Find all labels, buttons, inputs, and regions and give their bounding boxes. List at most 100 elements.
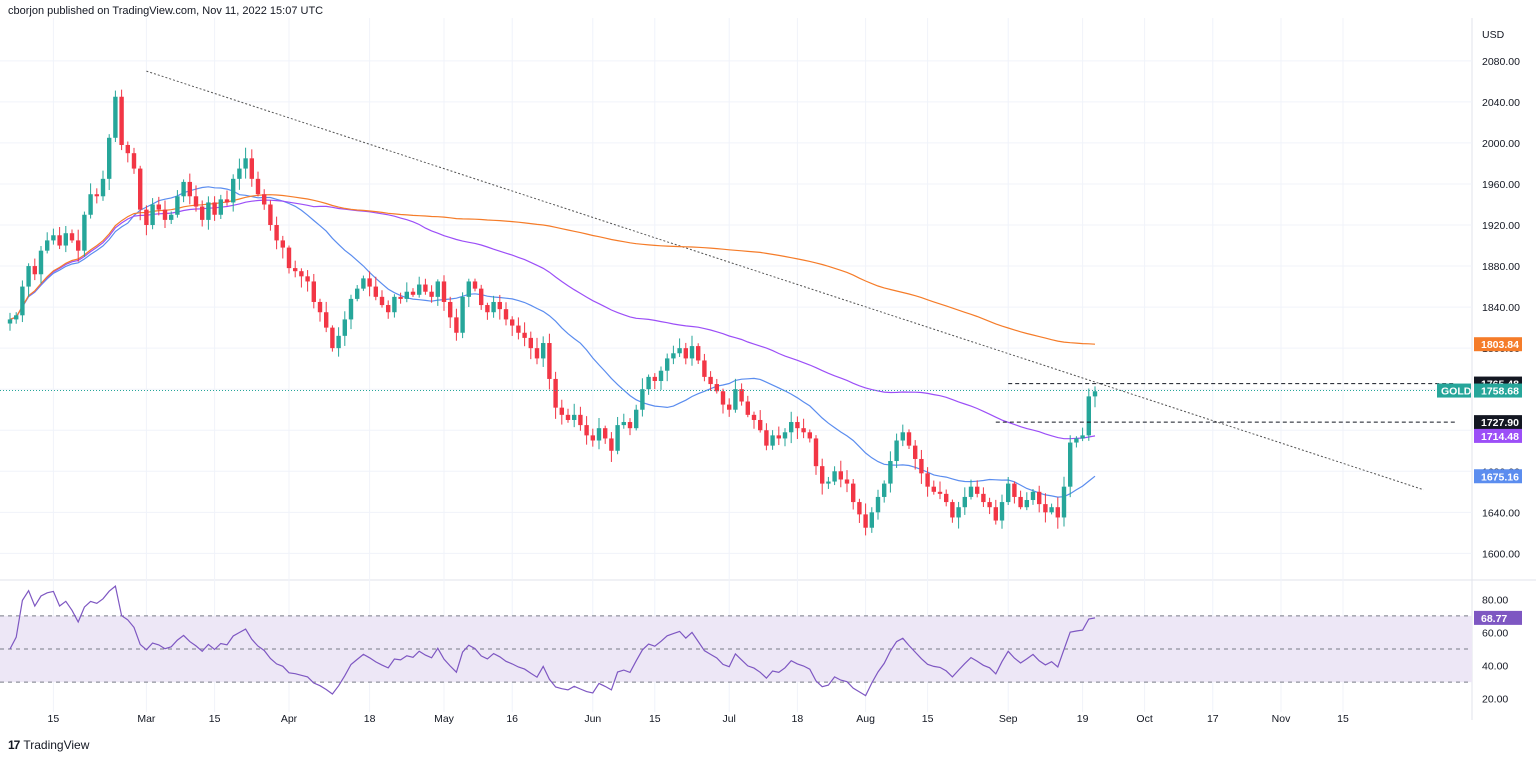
candle-up — [1074, 438, 1079, 443]
candle-down — [280, 240, 285, 248]
candle-up — [361, 278, 366, 289]
candle-down — [776, 435, 781, 439]
candle-up — [417, 284, 422, 295]
candle-down — [937, 491, 943, 494]
candle-down — [1043, 504, 1048, 513]
candle-down — [305, 276, 310, 282]
symbol-tag-text: GOLD — [1441, 386, 1472, 398]
candle-up — [392, 296, 397, 313]
publisher-caption: cborjon published on TradingView.com, No… — [8, 5, 324, 17]
rsi-tick-label: 80.00 — [1482, 594, 1508, 606]
candle-down — [931, 486, 936, 492]
tradingview-brand-name: TradingView — [23, 738, 90, 752]
candle-up — [348, 298, 354, 320]
candle-down — [262, 194, 267, 205]
price-tick-label: 2040.00 — [1482, 97, 1520, 109]
price-tick-label: 1960.00 — [1482, 179, 1520, 191]
candle-down — [311, 281, 316, 302]
candle-down — [293, 268, 298, 272]
candle-up — [404, 291, 409, 299]
candle-down — [528, 337, 533, 349]
level-label-1727: 1727.90 — [1481, 417, 1519, 429]
candle-up — [169, 214, 174, 220]
time-tick-label: 19 — [1077, 713, 1089, 725]
candle-up — [355, 288, 360, 299]
candle-up — [572, 414, 577, 420]
candle-down — [838, 471, 843, 480]
candle-up — [1092, 391, 1098, 397]
candle-down — [745, 401, 750, 415]
candle-down — [125, 144, 130, 154]
candle-down — [131, 153, 137, 169]
candle-up — [1024, 500, 1029, 508]
price-tick-label: 1600.00 — [1482, 548, 1520, 560]
candle-up — [733, 389, 738, 410]
candle-up — [38, 250, 44, 275]
candle-down — [764, 430, 769, 446]
candle-down — [565, 414, 571, 420]
time-tick-label: 15 — [1337, 713, 1349, 725]
time-tick-label: Apr — [281, 713, 298, 725]
candle-down — [324, 312, 329, 328]
candle-down — [807, 432, 812, 439]
candle-down — [57, 235, 62, 246]
candle-down — [801, 428, 806, 433]
price-levels — [0, 383, 1472, 423]
candle-up — [237, 168, 242, 179]
candle-up — [336, 335, 341, 349]
candle-up — [962, 496, 967, 508]
time-tick-label: Aug — [856, 713, 875, 725]
time-axis[interactable]: 15 Mar 15 Apr 18 May 16 Jun 15 Jul 18 Aug 15 Sep 19 Oct… — [48, 713, 1349, 725]
candle-up — [671, 353, 676, 359]
candle-down — [268, 204, 273, 226]
candle-down — [497, 301, 502, 310]
candle-down — [472, 281, 478, 289]
candle-up — [150, 204, 155, 226]
tradingview-branding[interactable]: 17 TradingView — [8, 738, 89, 752]
candle-up — [82, 214, 87, 251]
candle-down — [925, 473, 930, 487]
candle-up — [243, 158, 248, 169]
candle-down — [913, 445, 918, 459]
candle-up — [1080, 435, 1085, 439]
candle-up — [875, 496, 881, 513]
candle-down — [987, 502, 992, 508]
candle-up — [14, 315, 19, 320]
candle-up — [999, 502, 1005, 521]
candle-down — [857, 502, 862, 515]
candle-up — [7, 319, 13, 324]
candle-down — [578, 414, 583, 426]
candle-down — [950, 502, 955, 518]
candle-down — [503, 309, 509, 320]
candle-down — [448, 301, 453, 318]
candle-down — [200, 206, 205, 220]
rsi-tick-label: 60.00 — [1482, 627, 1508, 639]
candle-down — [32, 266, 37, 275]
candle-up — [658, 370, 664, 381]
candle-down — [603, 428, 608, 439]
time-tick-label: Nov — [1272, 713, 1291, 725]
candle-up — [640, 389, 645, 410]
candle-down — [423, 284, 428, 292]
ma-line-sma-50 — [9, 186, 1096, 498]
candle-down — [286, 247, 292, 269]
last-price-label: 1758.68 — [1481, 386, 1519, 398]
candle-down — [813, 438, 819, 467]
candle-up — [888, 461, 893, 484]
moving-averages — [9, 186, 1096, 498]
price-tick-label: 2000.00 — [1482, 138, 1520, 150]
candle-up — [1068, 442, 1073, 487]
price-tick-label: 1640.00 — [1482, 507, 1520, 519]
time-tick-label: 15 — [48, 713, 60, 725]
candle-up — [466, 281, 471, 297]
candle-up — [1030, 491, 1036, 501]
candle-down — [696, 346, 701, 361]
candle-down — [212, 202, 217, 215]
price-axis[interactable]: 2080.00 2040.00 2000.00 1960.00 1920.00 1880.… — [1482, 29, 1520, 706]
candle-down — [156, 204, 161, 210]
candle-down — [906, 432, 912, 446]
time-tick-label: 16 — [506, 713, 518, 725]
last-price-label-bg — [1474, 383, 1522, 398]
candle-up — [1049, 507, 1054, 513]
